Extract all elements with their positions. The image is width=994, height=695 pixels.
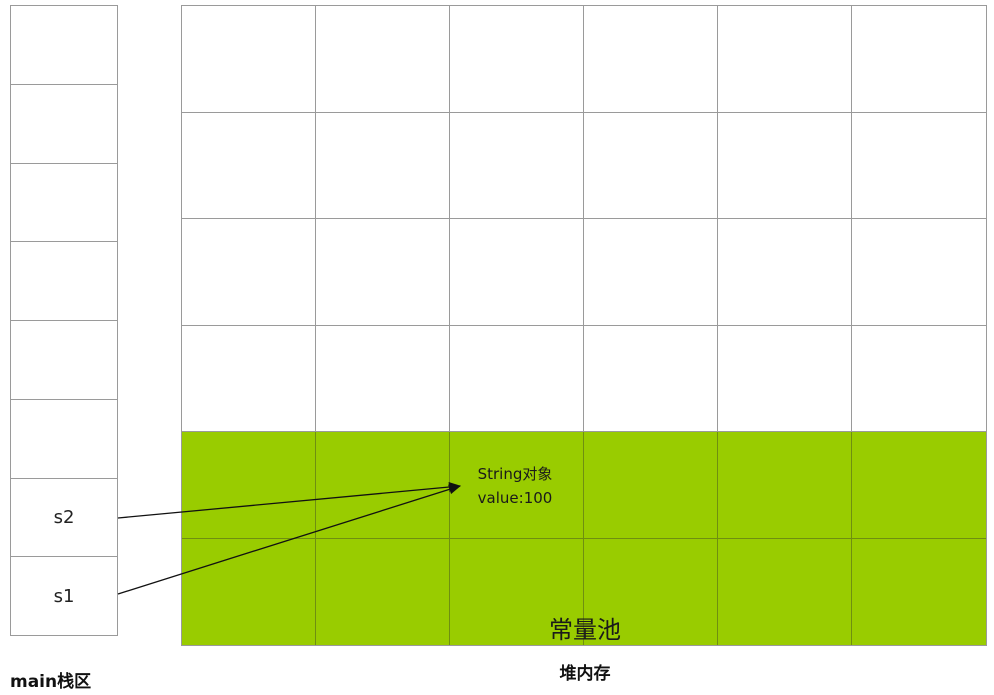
heap-cell xyxy=(584,112,718,219)
heap-cell xyxy=(450,219,584,326)
heap-cell xyxy=(584,325,718,432)
heap-cell xyxy=(718,6,852,113)
constant-pool-cell xyxy=(450,538,584,645)
stack-slot xyxy=(11,164,117,243)
heap-cell xyxy=(450,6,584,113)
string-object: String对象 value:100 xyxy=(450,462,580,510)
stack-slot-s2: s2 xyxy=(11,479,117,558)
stack-slot xyxy=(11,242,117,321)
stack-slot xyxy=(11,6,117,85)
heap-cell xyxy=(718,219,852,326)
heap-cell xyxy=(182,325,316,432)
constant-pool-label: 常量池 xyxy=(549,616,621,644)
heap-cell xyxy=(584,219,718,326)
stack-label: main栈区 xyxy=(10,672,92,692)
heap-cell xyxy=(852,326,986,432)
string-object-type: String对象 xyxy=(477,465,553,483)
constant-pool-cell xyxy=(316,432,450,539)
constant-pool-cell xyxy=(718,432,852,539)
constant-pool-cell xyxy=(852,432,986,539)
heap-cell xyxy=(182,219,316,326)
heap-label: 堆内存 xyxy=(559,664,611,684)
heap-cell xyxy=(316,6,450,113)
heap-cell xyxy=(182,112,316,219)
constant-pool-cell xyxy=(584,538,718,645)
constant-pool-cell xyxy=(450,432,584,539)
heap-cell xyxy=(316,219,450,326)
constant-pool-cell xyxy=(718,538,852,645)
heap-memory xyxy=(181,5,987,646)
string-object-value: value:100 xyxy=(477,489,553,507)
stack-slot xyxy=(11,400,117,479)
heap-cell xyxy=(718,112,852,219)
constant-pool-cell xyxy=(182,432,316,539)
heap-cell xyxy=(852,219,986,326)
constant-pool-cell xyxy=(584,432,718,539)
constant-pool-cell xyxy=(852,538,986,645)
heap-cell xyxy=(316,325,450,432)
heap-cell xyxy=(852,113,986,219)
heap-cell xyxy=(450,325,584,432)
stack-slot xyxy=(11,85,117,164)
stack-slot xyxy=(11,321,117,400)
heap-cell xyxy=(852,6,986,113)
constant-pool-cell xyxy=(316,538,450,645)
stack-slot-s1: s1 xyxy=(53,585,75,607)
heap-cell xyxy=(316,112,450,219)
constant-pool-cell xyxy=(182,538,316,645)
heap-cell xyxy=(182,6,316,113)
heap-cell xyxy=(450,112,584,219)
heap-cell xyxy=(718,325,852,432)
main-stack: s2 s1 xyxy=(10,5,118,636)
heap-cell xyxy=(584,6,718,113)
